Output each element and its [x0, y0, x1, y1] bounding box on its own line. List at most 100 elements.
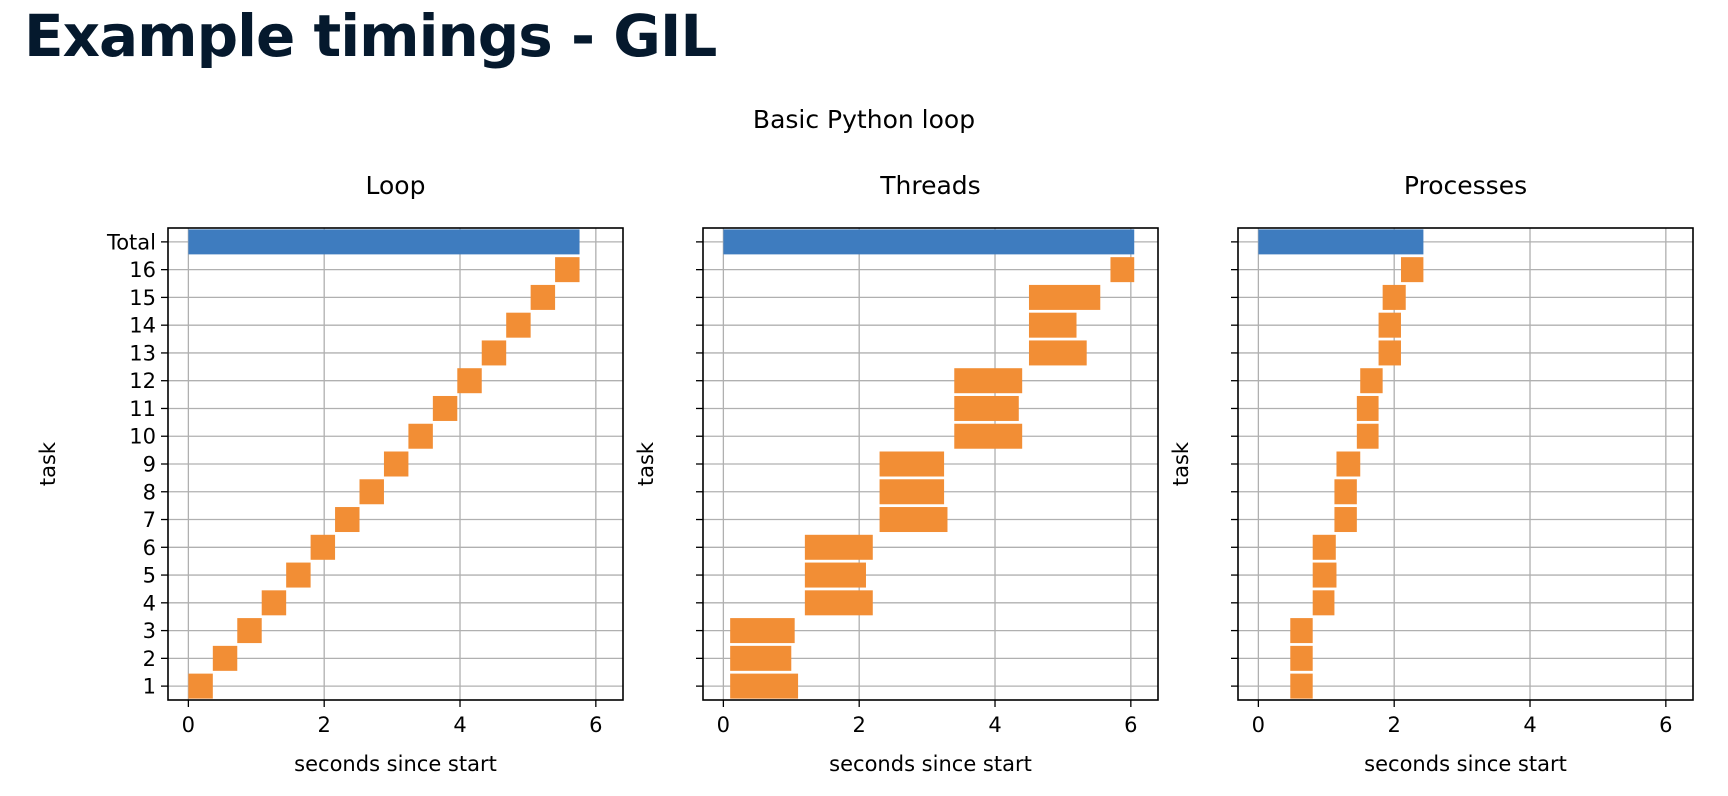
bar-total	[1258, 229, 1424, 255]
y-tick-label: 5	[143, 564, 156, 588]
x-tick-label: 6	[1124, 713, 1137, 737]
bar-task-14	[1378, 312, 1401, 338]
figure-suptitle: Basic Python loop	[753, 105, 975, 134]
subplot-threads: Threads 0 2 4 6 seconds since start task	[634, 171, 1159, 776]
x-tick-label: 6	[589, 713, 602, 737]
bar-task-12	[457, 368, 482, 394]
bar-task-16	[1110, 257, 1135, 283]
y-tick-label: 9	[143, 453, 156, 477]
bar-task-11	[432, 395, 458, 421]
y-axis-label: task	[634, 441, 658, 486]
bar-task-2	[730, 645, 792, 671]
bar-task-2	[1290, 645, 1313, 671]
bar-task-2	[212, 645, 238, 671]
bar-task-11	[1356, 395, 1379, 421]
grid	[1238, 228, 1693, 700]
bar-task-9	[879, 451, 945, 477]
bar-task-3	[1290, 618, 1313, 644]
subplot-title: Processes	[1404, 171, 1527, 200]
x-ticks: 0 2 4 6	[1252, 700, 1673, 737]
slide-title: Example timings - GIL	[24, 2, 717, 70]
subplot-title: Threads	[879, 171, 980, 200]
x-tick-label: 4	[1523, 713, 1536, 737]
y-tick-label: 11	[129, 397, 156, 421]
bar-total	[723, 229, 1135, 255]
bar-task-3	[730, 618, 795, 644]
bar-task-9	[1336, 451, 1361, 477]
x-tick-label: 0	[1252, 713, 1265, 737]
bar-task-16	[1400, 257, 1424, 283]
bar-task-14	[1028, 312, 1077, 338]
bar-task-6	[1312, 534, 1336, 560]
bar-task-16	[555, 257, 580, 283]
x-tick-label: 4	[988, 713, 1001, 737]
x-tick-label: 0	[182, 713, 195, 737]
bar-task-3	[237, 618, 262, 644]
bar-task-1	[1290, 673, 1313, 699]
subplot-title: Loop	[366, 171, 426, 200]
bar-task-7	[1334, 507, 1357, 533]
bars	[1258, 229, 1424, 699]
y-axis-label: task	[36, 441, 60, 486]
bar-task-5	[286, 562, 311, 588]
bar-task-10	[954, 423, 1023, 449]
x-tick-label: 2	[1388, 713, 1401, 737]
y-ticks	[1231, 241, 1238, 687]
y-tick-label: 4	[143, 591, 156, 615]
bar-task-13	[481, 340, 507, 366]
y-tick-label: 8	[143, 480, 156, 504]
y-tick-label: 7	[143, 508, 156, 532]
x-axis-label: seconds since start	[829, 752, 1032, 776]
timing-figure: Basic Python loop Loop 0 2 4 6 12 3 4 5 6 7 8 9 10 11 1…	[36, 105, 1694, 776]
bar-task-4	[1312, 590, 1335, 616]
bar-task-13	[1378, 340, 1401, 366]
bars	[188, 229, 580, 699]
y-tick-label: 13	[129, 341, 156, 365]
bar-task-14	[506, 312, 531, 338]
bar-task-10	[1356, 423, 1379, 449]
y-tick-label: 16	[129, 258, 156, 282]
bar-task-4	[261, 590, 287, 616]
bar-task-5	[1312, 562, 1337, 588]
bar-task-15	[1028, 284, 1101, 310]
bar-task-12	[1360, 368, 1383, 394]
y-tick-label: 14	[129, 314, 156, 338]
bar-task-7	[335, 507, 360, 533]
bar-total	[188, 229, 580, 255]
y-axis-label: task	[1169, 441, 1193, 486]
y-ticks	[696, 241, 703, 687]
y-tick-label: 15	[129, 286, 156, 310]
bar-task-9	[383, 451, 409, 477]
bar-task-6	[310, 534, 336, 560]
y-tick-label: 2	[143, 647, 156, 671]
bar-task-8	[359, 479, 384, 505]
bar-task-4	[804, 590, 873, 616]
x-axis-label: seconds since start	[1364, 752, 1567, 776]
x-axis-label: seconds since start	[294, 752, 497, 776]
x-tick-label: 6	[1659, 713, 1672, 737]
y-tick-label: 10	[129, 425, 156, 449]
bar-task-15	[1382, 284, 1406, 310]
x-tick-label: 4	[453, 713, 466, 737]
bar-task-8	[879, 479, 945, 505]
y-tick-label: 6	[143, 536, 156, 560]
x-tick-label: 2	[853, 713, 866, 737]
y-tick-label: 12	[129, 369, 156, 393]
bar-task-5	[804, 562, 866, 588]
bar-task-8	[1334, 479, 1357, 505]
x-tick-label: 2	[318, 713, 331, 737]
bar-task-1	[188, 673, 213, 699]
y-tick-label: 3	[143, 619, 156, 643]
bars	[723, 229, 1135, 699]
bar-task-13	[1028, 340, 1087, 366]
x-ticks: 0 2 4 6	[717, 700, 1138, 737]
bar-task-11	[954, 395, 1019, 421]
bar-task-6	[804, 534, 873, 560]
bar-task-1	[730, 673, 799, 699]
subplot-processes: Processes 0 2 4 6 seconds since start task	[1169, 171, 1694, 776]
bar-task-7	[879, 507, 948, 533]
bar-task-12	[954, 368, 1023, 394]
